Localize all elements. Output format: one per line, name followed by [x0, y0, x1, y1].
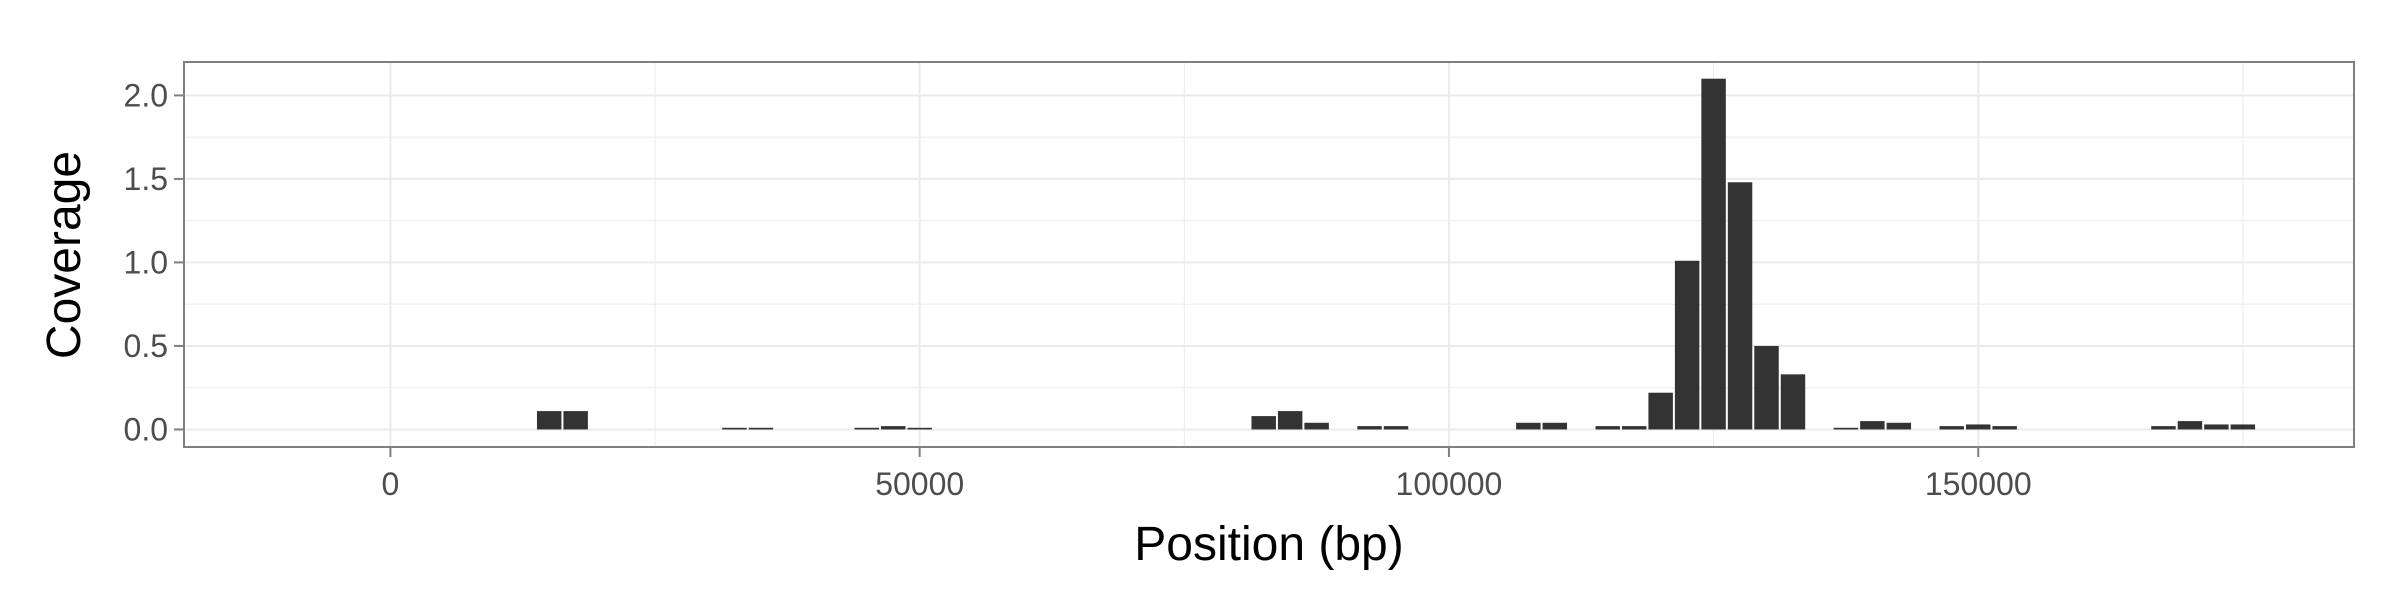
y-axis-title: Coverage	[38, 151, 91, 359]
bar	[1860, 421, 1885, 430]
bar	[1701, 78, 1726, 430]
bar	[2204, 424, 2229, 430]
bar	[1516, 422, 1541, 430]
y-axis: 0.0 0.5 1.0 1.5 2.0	[124, 77, 184, 447]
y-tick-label: 0.0	[124, 411, 168, 447]
bar	[1939, 426, 1964, 430]
bar	[1780, 374, 1806, 430]
y-tick-label: 2.0	[124, 77, 168, 113]
bar	[748, 427, 774, 430]
bar	[2230, 424, 2256, 430]
bar	[854, 427, 879, 430]
plot-border	[183, 61, 2355, 448]
bar	[1277, 411, 1303, 430]
y-tick-label: 0.5	[124, 328, 168, 364]
x-tick-label: 150000	[1925, 466, 2032, 502]
bar	[1383, 426, 1409, 430]
bar	[2177, 421, 2203, 430]
bar	[1304, 422, 1329, 430]
bar	[1595, 426, 1620, 430]
bar	[907, 427, 932, 430]
bar	[1886, 422, 1912, 430]
plot-panel	[184, 62, 2354, 447]
x-axis-title: Position (bp)	[1134, 518, 1403, 571]
bar	[1357, 426, 1382, 430]
bar	[1754, 345, 1779, 430]
x-tick-label: 100000	[1396, 466, 1503, 502]
bar	[1674, 260, 1700, 430]
x-tick-label: 0	[382, 466, 400, 502]
bar	[1727, 182, 1753, 430]
bar	[1621, 426, 1647, 430]
bar	[1251, 416, 1276, 430]
bar	[1965, 424, 1991, 430]
bars	[536, 78, 2256, 430]
x-axis: 0 50000 100000 150000	[382, 447, 2032, 502]
bar	[2151, 426, 2176, 430]
bar	[1992, 426, 2017, 430]
bar	[1542, 422, 1568, 430]
bar	[722, 427, 747, 430]
y-tick-label: 1.0	[124, 244, 168, 280]
x-tick-label: 50000	[875, 466, 964, 502]
bar	[563, 411, 588, 430]
y-tick-label: 1.5	[124, 161, 168, 197]
bar	[536, 411, 562, 430]
bar	[1833, 427, 1859, 430]
bar	[880, 426, 906, 430]
bar	[1648, 392, 1673, 430]
